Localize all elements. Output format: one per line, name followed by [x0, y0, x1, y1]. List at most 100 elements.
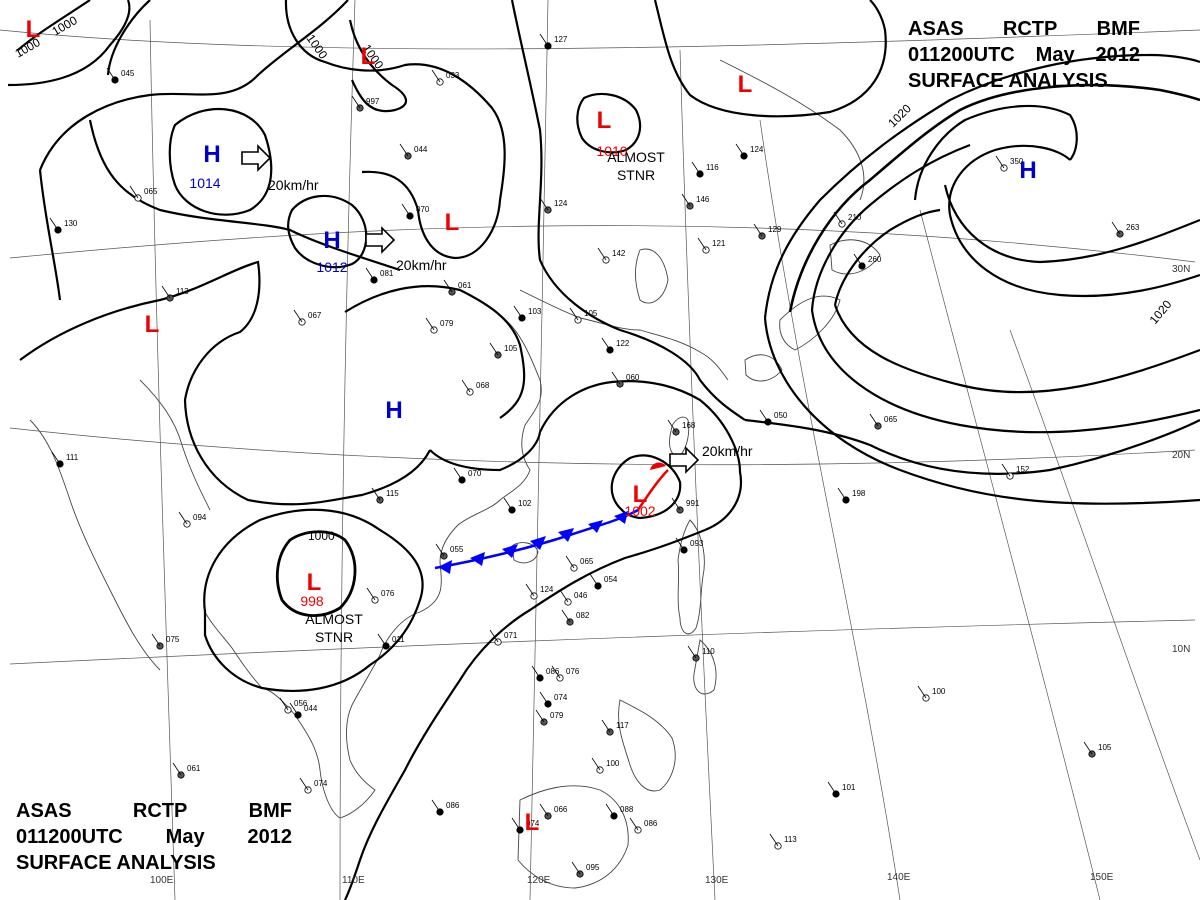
station-pressure-value: 100: [606, 759, 620, 768]
station-pressure-value: 115: [386, 489, 399, 498]
station-pressure-value: 113: [784, 835, 797, 844]
title-block-bottom: ASAS RCTP BMF 011200UTC May 2012 SURFACE…: [16, 798, 292, 876]
wind-barb: [511, 817, 521, 831]
wind-barb: [525, 583, 535, 597]
motion-status-text: STNR: [315, 629, 353, 645]
station-pressure-value: 050: [774, 411, 788, 420]
latitude-label: 30N: [1172, 264, 1190, 275]
station-pressure-value: 074: [526, 819, 540, 828]
wind-barb: [539, 691, 549, 705]
station-pressure-value: 113: [176, 287, 189, 296]
low-center-symbol: L: [633, 481, 648, 508]
wind-barb: [178, 511, 188, 525]
wind-barb: [365, 267, 375, 281]
station-pressure-value: 110: [702, 647, 715, 656]
station-pressure-value: 071: [504, 631, 518, 640]
wind-barb: [279, 697, 289, 711]
wind-barb: [853, 253, 863, 267]
wind-barb: [833, 211, 843, 225]
station-plots: 045 997 033 127 044 065 070 124 142 116 146 121 124 1…: [49, 33, 1140, 878]
latitude-label: 20N: [1172, 450, 1190, 461]
station-pressure-value: 086: [644, 819, 658, 828]
longitude-label: 140E: [887, 872, 911, 883]
high-center-symbol: H: [385, 397, 402, 424]
station-pressure-value: 124: [540, 585, 554, 594]
longitude-label: 150E: [1090, 872, 1114, 883]
pressure-value: 1014: [189, 175, 220, 191]
station-pressure-value: 129: [768, 225, 782, 234]
wind-barb: [539, 803, 549, 817]
station-pressure-value: 116: [706, 163, 719, 172]
station-pressure-value: 093: [690, 539, 704, 548]
station-pressure-value: 068: [476, 381, 490, 390]
station-pressure-value: 070: [468, 469, 482, 478]
low-center-symbol: L: [445, 209, 460, 236]
station-pressure-value: 198: [852, 489, 866, 498]
header-id-3: BMF: [1096, 18, 1140, 40]
wind-barb: [539, 197, 549, 211]
wind-barb: [161, 285, 171, 299]
wind-barb: [687, 645, 697, 659]
station-pressure-value: 070: [416, 205, 430, 214]
station-pressure-value: 142: [612, 249, 626, 258]
station-pressure-value: 101: [842, 783, 856, 792]
station-pressure-value: 105: [584, 309, 598, 318]
wind-barb: [535, 709, 545, 723]
low-center-symbol: L: [361, 43, 376, 70]
wind-barb: [605, 803, 615, 817]
wind-barb: [49, 217, 59, 231]
station-pressure-value: 065: [884, 415, 898, 424]
header-product: SURFACE ANALYSIS: [16, 852, 216, 874]
motion-status-text: ALMOST: [607, 149, 665, 165]
station-pressure-value: 991: [686, 499, 700, 508]
wind-barb: [601, 719, 611, 733]
station-pressure-value: 056: [294, 699, 308, 708]
wind-barb: [51, 451, 61, 465]
longitude-label: 130E: [705, 875, 729, 886]
station-pressure-value: 103: [528, 307, 542, 316]
station-pressure-value: 095: [586, 863, 600, 872]
station-pressure-value: 075: [166, 635, 180, 644]
station-pressure-value: 067: [308, 311, 322, 320]
wind-barb: [917, 685, 927, 699]
station-pressure-value: 065: [144, 187, 158, 196]
station-pressure-value: 044: [414, 145, 428, 154]
station-pressure-value: 105: [1098, 743, 1112, 752]
header-year: 2012: [247, 826, 293, 848]
motion-status-text: ALMOST: [305, 611, 363, 627]
low-center-symbol: L: [525, 809, 540, 836]
wind-barb: [1111, 221, 1121, 235]
station-pressure-value: 045: [121, 69, 135, 78]
wind-barb: [425, 317, 435, 331]
station-pressure-value: 082: [576, 611, 590, 620]
pressure-value: 1010: [596, 143, 627, 159]
latitude-label: 10N: [1172, 644, 1190, 655]
station-pressure-value: 086: [446, 801, 460, 810]
low-center-symbol: L: [307, 569, 322, 596]
station-pressure-value: 100: [932, 687, 946, 696]
wind-barb: [697, 237, 707, 251]
wind-barb: [571, 861, 581, 875]
station-pressure-value: 997: [366, 97, 380, 106]
header-month: May: [1035, 44, 1075, 66]
wind-barb: [559, 589, 569, 603]
high-center-symbol: H: [203, 141, 220, 168]
motion-speed-label: 20km/hr: [702, 443, 753, 459]
station-pressure-value: 076: [381, 589, 395, 598]
wind-barb: [753, 223, 763, 237]
station-pressure-value: 102: [518, 499, 532, 508]
wind-barb: [399, 143, 409, 157]
station-pressure-value: 079: [550, 711, 564, 720]
wind-barb: [995, 155, 1005, 169]
isobars: [7, 0, 1200, 900]
station-pressure-value: 074: [314, 779, 328, 788]
pressure-value: 1012: [316, 259, 347, 275]
station-pressure-value: 124: [750, 145, 764, 154]
wind-barb: [759, 409, 769, 423]
station-pressure-value: 094: [193, 513, 207, 522]
station-pressure-value: 127: [554, 35, 568, 44]
header-time: 011200UTC: [16, 826, 123, 848]
wind-barb: [377, 633, 387, 647]
wind-barb: [489, 342, 499, 356]
